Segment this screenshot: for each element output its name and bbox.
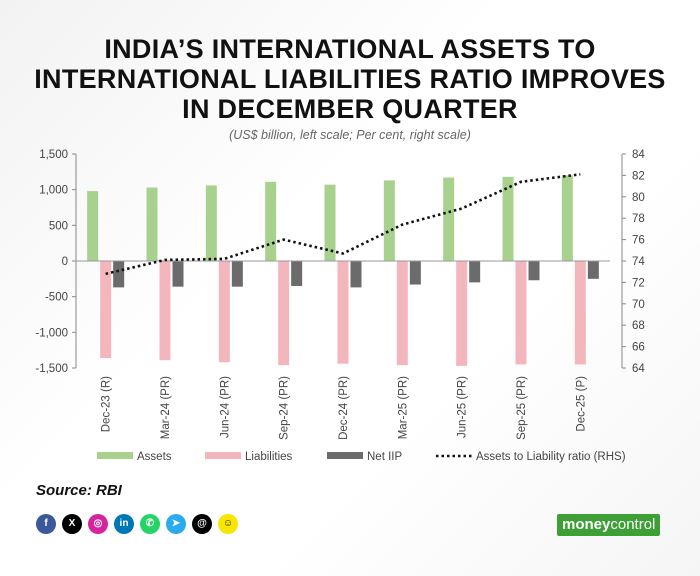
category-label: Dec-23 (R) xyxy=(101,376,113,432)
bar-assets xyxy=(443,177,455,261)
category-label: Sep-25 (PR) xyxy=(516,376,528,440)
bar-net-iip xyxy=(409,261,421,285)
legend-label: Assets to Liability ratio (RHS) xyxy=(476,451,626,463)
instagram-icon[interactable]: ◎ xyxy=(88,514,108,534)
bar-assets xyxy=(561,175,573,261)
right-tick-label: 68 xyxy=(632,320,645,332)
bar-net-iip xyxy=(291,261,303,286)
bar-liabilities xyxy=(515,261,527,365)
legend-label: Assets xyxy=(137,451,172,463)
bar-net-iip xyxy=(172,261,184,287)
facebook-icon[interactable]: f xyxy=(36,514,56,534)
bar-liabilities xyxy=(218,261,230,363)
right-tick-label: 64 xyxy=(632,363,645,375)
bar-assets xyxy=(265,181,277,261)
right-tick-label: 70 xyxy=(632,299,645,311)
bar-net-iip xyxy=(469,261,481,283)
logo-text-bold: money xyxy=(562,516,611,533)
bar-net-iip xyxy=(113,261,125,288)
legend-swatch xyxy=(327,452,363,459)
right-tick-label: 78 xyxy=(632,213,645,225)
chart-area: -1,500 -1,000 -500 0 500 1,000 1,500 64 66 68 70 72… xyxy=(35,149,645,463)
chart-title: INDIA’S INTERNATIONAL ASSETS TO INTERNAT… xyxy=(0,34,700,124)
bar-liabilities xyxy=(159,261,171,361)
title-line-2: INTERNATIONAL LIABILITIES RATIO IMPROVES xyxy=(34,64,666,94)
title-line-3: IN DECEMBER QUARTER xyxy=(182,94,518,124)
bar-net-iip xyxy=(587,261,599,279)
left-tick-label: 0 xyxy=(62,256,68,268)
telegram-icon[interactable]: ➤ xyxy=(166,514,186,534)
bar-assets xyxy=(383,180,395,261)
left-tick-label: 500 xyxy=(49,220,68,232)
category-label: Dec-24 (PR) xyxy=(338,376,350,440)
social-links: f X ◎ in ✆ ➤ @ ☺ xyxy=(36,514,238,534)
left-tick-label: -1,500 xyxy=(35,363,68,375)
linkedin-icon[interactable]: in xyxy=(114,514,134,534)
bar-net-iip xyxy=(350,261,362,288)
bar-net-iip xyxy=(528,261,540,281)
source-note: Source: RBI xyxy=(36,482,122,499)
left-tick-label: 1,000 xyxy=(39,185,68,197)
category-label: Dec-25 (P) xyxy=(575,376,587,432)
left-tick-label: -500 xyxy=(45,292,68,304)
chart-subtitle: (US$ billion, left scale; Per cent, righ… xyxy=(229,128,471,142)
category-label: Mar-25 (PR) xyxy=(397,376,409,439)
bar-assets xyxy=(87,191,99,261)
title-line-1: INDIA’S INTERNATIONAL ASSETS TO xyxy=(104,34,596,64)
bar-net-iip xyxy=(231,261,243,287)
bar-liabilities xyxy=(396,261,408,366)
bar-liabilities xyxy=(456,261,468,366)
right-tick-label: 80 xyxy=(632,192,645,204)
logo-text-light: control xyxy=(610,516,656,533)
category-label: Jun-25 (PR) xyxy=(457,376,469,438)
bar-liabilities xyxy=(278,261,290,366)
legend-swatch xyxy=(205,452,241,459)
bar-liabilities xyxy=(337,261,349,364)
bar-liabilities xyxy=(100,261,112,359)
whatsapp-icon[interactable]: ✆ xyxy=(140,514,160,534)
left-tick-label: -1,000 xyxy=(35,327,68,339)
right-tick-label: 66 xyxy=(632,342,645,354)
category-label: Jun-24 (PR) xyxy=(219,376,231,438)
x-icon[interactable]: X xyxy=(62,514,82,534)
bar-assets xyxy=(324,184,336,261)
threads-icon[interactable]: @ xyxy=(192,514,212,534)
legend-swatch xyxy=(97,452,133,459)
bar-assets xyxy=(502,176,514,261)
snapchat-icon[interactable]: ☺ xyxy=(218,514,238,534)
moneycontrol-logo: moneycontrol xyxy=(557,514,661,536)
bar-assets xyxy=(205,185,217,261)
right-tick-label: 72 xyxy=(632,277,645,289)
right-tick-label: 82 xyxy=(632,170,645,182)
right-tick-label: 84 xyxy=(632,149,645,161)
bar-assets xyxy=(146,187,158,261)
legend-label: Liabilities xyxy=(245,451,293,463)
bar-liabilities xyxy=(574,261,586,365)
category-label: Mar-24 (PR) xyxy=(160,376,172,439)
category-label: Sep-24 (PR) xyxy=(279,376,291,440)
legend-label: Net IIP xyxy=(367,451,402,463)
left-tick-label: 1,500 xyxy=(39,149,68,161)
right-tick-label: 74 xyxy=(632,256,645,268)
right-tick-label: 76 xyxy=(632,235,645,247)
